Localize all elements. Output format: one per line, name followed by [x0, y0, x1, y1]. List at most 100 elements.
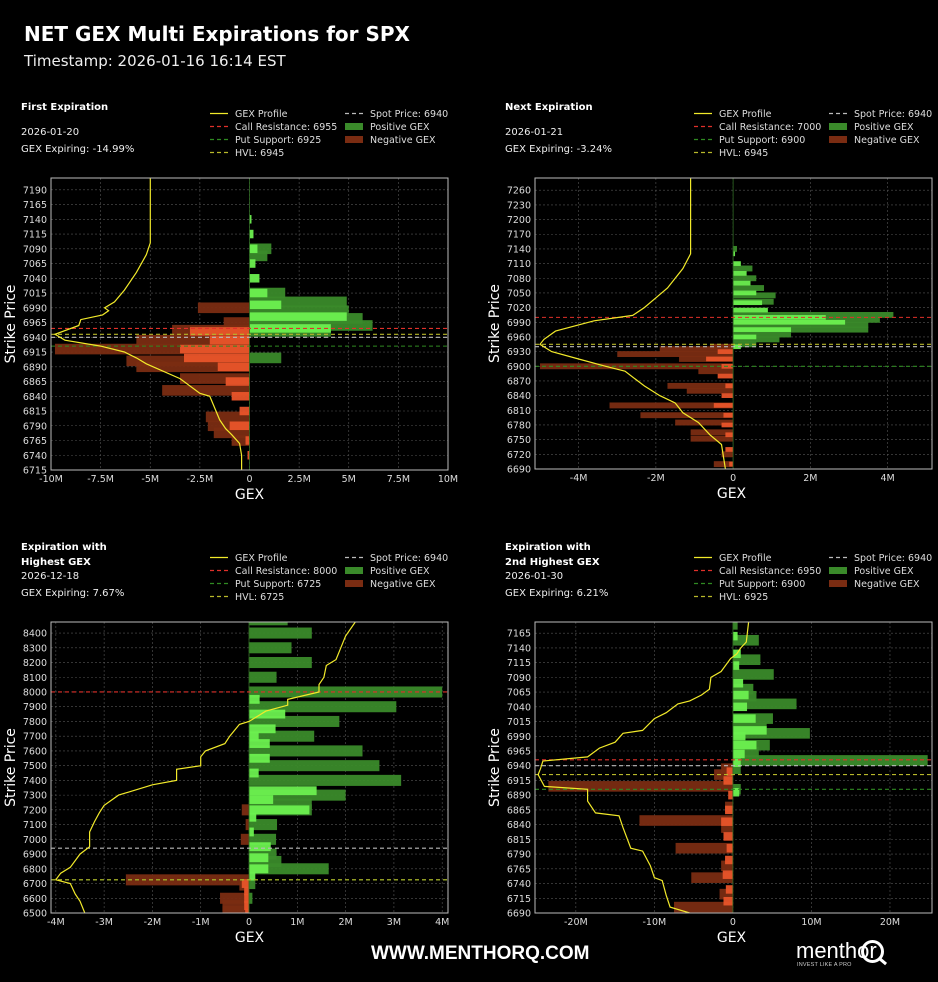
- y-tick-label: 6790: [507, 850, 531, 861]
- negative-gex-bar: [223, 317, 250, 328]
- y-tick-label: 6890: [507, 791, 531, 802]
- y-tick-label: 6500: [23, 909, 47, 920]
- y-tick-label: 7260: [507, 186, 531, 197]
- y-tick-label: 6890: [23, 362, 47, 373]
- logo-tagline: INVEST LIKE A PRO: [797, 962, 852, 968]
- y-tick-label: 6840: [507, 820, 531, 831]
- footer-url[interactable]: WWW.MENTHORQ.COM: [371, 943, 590, 964]
- y-tick-label: 6765: [23, 436, 47, 447]
- negative-gex-bar: [617, 351, 734, 358]
- negative-gex-bar-light: [728, 790, 733, 800]
- positive-gex-bar: [733, 321, 869, 328]
- negative-gex-bar: [639, 815, 733, 826]
- negative-gex-bar-light: [241, 879, 250, 888]
- gex-expiring: GEX Expiring: 6.21%: [505, 588, 608, 599]
- y-tick-label: 7140: [507, 244, 531, 255]
- negative-gex-bar: [675, 419, 734, 426]
- legend-put-support: Put Support: 6725: [235, 579, 321, 590]
- negative-gex-bar-light: [726, 767, 733, 776]
- negative-gex-bar: [713, 461, 734, 468]
- y-tick-label: 6600: [23, 894, 47, 905]
- negative-gex-bar-light: [245, 436, 250, 445]
- positive-gex-bar: [249, 627, 312, 639]
- negative-gex-bar: [241, 804, 250, 816]
- y-tick-label: 6865: [507, 805, 531, 816]
- positive-gex-bar-light: [249, 786, 317, 796]
- positive-gex-bar: [732, 669, 774, 680]
- positive-gex-bar: [249, 892, 253, 904]
- y-tick-label: 7165: [23, 200, 47, 211]
- y-tick-label: 6990: [23, 303, 47, 314]
- positive-gex-bar: [733, 312, 894, 318]
- gex-profile-line: [537, 622, 750, 913]
- chart-panel-2: Next Expiration 2026-01-21 GEX Expiring: -…: [487, 102, 933, 502]
- y-tick-label: 7040: [23, 274, 47, 285]
- negative-gex-bar-light: [231, 392, 250, 401]
- y-axis-label: Strike Price: [487, 284, 503, 363]
- x-tick-label: -2M: [647, 473, 665, 484]
- x-tick-label: -4M: [570, 473, 588, 484]
- bars: [51, 622, 448, 913]
- negative-gex-bar-light: [725, 805, 733, 815]
- bars: [535, 178, 932, 469]
- legend-positive-gex: Positive GEX: [854, 566, 914, 577]
- positive-gex-bar: [249, 296, 347, 308]
- y-tick-label: 7165: [507, 629, 531, 640]
- legend-negative-gex: Negative GEX: [854, 579, 920, 590]
- chart-panel-3: Expiration with Highest GEX 2026-12-18 GEX …: [3, 542, 449, 946]
- positive-gex-bar-light: [732, 732, 746, 741]
- positive-gex-bar-light: [249, 709, 286, 719]
- positive-gex-bar-light: [733, 327, 792, 332]
- y-tick-label: 6800: [23, 864, 47, 875]
- y-tick-label: 7500: [23, 761, 47, 772]
- y-tick-label: 8400: [23, 629, 47, 640]
- plot-frame: [534, 177, 933, 470]
- negative-gex-bar: [180, 373, 250, 384]
- legend: GEX Profile Call Resistance: 6950 Put Supp…: [694, 553, 932, 603]
- x-tick-label: -20M: [564, 917, 588, 928]
- y-tick-label: 6940: [23, 333, 47, 344]
- positive-gex-bar: [732, 755, 928, 766]
- y-axis-label: Strike Price: [3, 285, 19, 364]
- legend-gex-profile: GEX Profile: [719, 109, 772, 120]
- positive-gex-bar: [249, 671, 277, 683]
- negative-gex-bar-light: [706, 356, 734, 362]
- timestamp: Timestamp: 2026-01-16 16:14 EST: [24, 52, 286, 70]
- negative-gex-bar-light: [209, 335, 250, 345]
- legend-put-support: Put Support: 6900: [719, 135, 805, 146]
- negative-gex-bar-light: [229, 421, 250, 431]
- negative-gex-bar: [136, 334, 250, 346]
- y-tick-label: 7200: [507, 215, 531, 226]
- positive-gex-bar-light: [249, 812, 257, 822]
- expiration-date: 2026-01-30: [505, 571, 563, 582]
- negative-gex-bar: [54, 343, 250, 355]
- legend-positive-gex-swatch: [345, 123, 363, 130]
- y-tick-label: 6765: [507, 864, 531, 875]
- negative-gex-bar: [659, 346, 734, 353]
- negative-gex-bar: [674, 901, 733, 913]
- y-tick-label: 6740: [507, 879, 531, 890]
- legend-hvl: HVL: 6945: [235, 148, 284, 159]
- y-tick-label: 7065: [23, 259, 47, 270]
- y-axis-label: Strike Price: [3, 728, 19, 807]
- positive-gex-bar-light: [249, 312, 347, 321]
- x-tick-label: 4M: [435, 917, 449, 928]
- negative-gex-bar: [667, 382, 734, 389]
- legend-positive-gex-swatch: [345, 567, 363, 574]
- negative-gex-bar: [548, 781, 733, 792]
- expiration-date: 2026-01-21: [505, 127, 563, 138]
- positive-gex-bar-light: [733, 290, 757, 296]
- y-tick-label: 8200: [23, 658, 47, 669]
- legend-hvl: HVL: 6925: [719, 592, 768, 603]
- gex-expiring: GEX Expiring: -3.24%: [505, 144, 612, 155]
- y-tick-label: 7090: [23, 244, 47, 255]
- y-tick-label: 6990: [507, 318, 531, 329]
- chart-panel-1: First Expiration 2026-01-20 GEX Expiring: …: [3, 102, 458, 503]
- gex-profile-line: [53, 178, 243, 470]
- y-tick-label: 6810: [507, 406, 531, 417]
- positive-gex-bar-light: [732, 726, 767, 735]
- expiration-date: 2026-01-20: [21, 127, 79, 138]
- x-tick-label: -7.5M: [87, 474, 114, 485]
- negative-gex-bar: [698, 368, 734, 375]
- positive-gex-bar: [733, 275, 757, 282]
